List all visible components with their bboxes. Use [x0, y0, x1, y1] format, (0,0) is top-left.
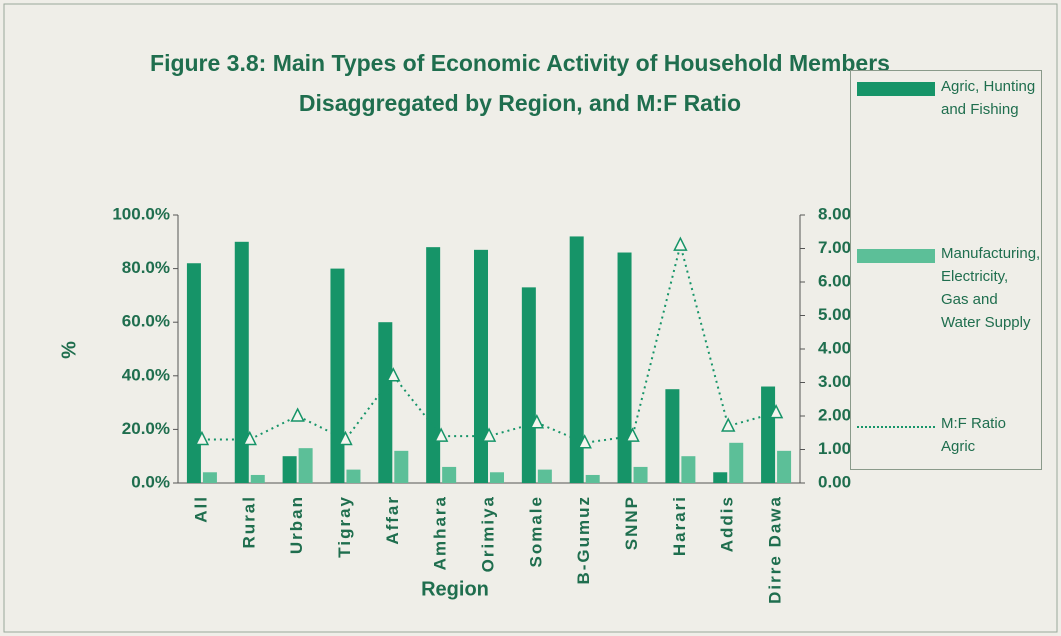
y2-tick-label: 3.00	[818, 372, 851, 391]
y-tick-label: 0.0%	[131, 472, 170, 491]
bar	[346, 469, 361, 483]
legend: Agric, Hunting and Fishing Manufacturing,…	[850, 70, 1042, 470]
bar	[394, 450, 409, 483]
x-axis-label: Region	[421, 578, 489, 600]
x-tick-label: Orimiya	[478, 495, 497, 572]
legend-item: Agric, Hunting and Fishing	[857, 78, 1036, 121]
chart-title: Disaggregated by Region, and M:F Ratio	[299, 90, 741, 116]
marker	[194, 430, 210, 446]
x-tick-label: Tigray	[335, 495, 354, 558]
x-tick-label: Harari	[670, 495, 689, 556]
chart-title: Figure 3.8: Main Types of Economic Activ…	[150, 50, 890, 76]
bar	[378, 322, 393, 483]
legend-label: Manufacturing, Electricity, Gas and Wate…	[941, 245, 1041, 331]
legend-swatch	[857, 82, 935, 96]
bar	[585, 474, 600, 483]
marker	[577, 434, 592, 449]
bar	[186, 263, 201, 483]
legend-swatch	[857, 426, 935, 428]
y2-tick-label: 5.00	[818, 305, 851, 324]
bar	[298, 448, 313, 483]
bar	[537, 469, 552, 483]
marker	[768, 403, 784, 419]
y2-tick-label: 7.00	[818, 238, 851, 257]
y-tick-label: 80.0%	[122, 258, 170, 277]
bar	[713, 472, 728, 483]
marker	[673, 236, 688, 251]
legend-item: Manufacturing, Electricity, Gas and Wate…	[857, 245, 1040, 334]
marker	[338, 430, 353, 446]
bar	[633, 466, 648, 483]
x-tick-label: Urban	[287, 495, 306, 554]
frame	[3, 3, 1058, 633]
bar	[250, 474, 265, 483]
bar	[761, 386, 776, 483]
legend-item: M:F Ratio Agric	[857, 415, 1036, 458]
bar	[442, 466, 457, 483]
x-tick-label: All	[191, 495, 210, 523]
marker	[386, 367, 401, 382]
bar	[426, 247, 441, 483]
bar	[617, 252, 632, 483]
y-tick-label: 40.0%	[122, 365, 170, 384]
x-tick-label: Addis	[718, 495, 737, 552]
marker	[242, 430, 257, 446]
bar	[569, 236, 584, 483]
y-tick-label: 20.0%	[122, 419, 170, 438]
legend-label: Agric, Hunting and Fishing	[941, 78, 1036, 118]
x-tick-label: Amhara	[431, 495, 450, 570]
bar	[729, 442, 744, 483]
bar	[490, 472, 504, 483]
bar	[665, 389, 680, 483]
y-tick-label: 100.0%	[112, 204, 170, 223]
x-tick-label: Dirre Dawa	[766, 495, 785, 604]
bar	[282, 456, 297, 483]
marker	[529, 414, 545, 429]
marker	[625, 427, 640, 442]
x-tick-label: Somale	[526, 495, 545, 567]
y2-tick-label: 8.00	[818, 204, 851, 223]
bar	[202, 472, 217, 483]
bar	[777, 450, 792, 483]
line	[201, 244, 777, 444]
y-tick-label: 60.0%	[122, 312, 170, 331]
bar	[521, 287, 536, 483]
y2-tick-label: 0.00	[818, 472, 851, 491]
y-axis-label: %	[58, 341, 80, 359]
bar	[681, 456, 696, 483]
x-tick-label: B-Gumuz	[574, 495, 593, 585]
bar	[474, 249, 488, 483]
y2-tick-label: 1.00	[818, 439, 851, 458]
marker	[433, 427, 449, 442]
legend-swatch	[857, 249, 935, 263]
y2-tick-label: 4.00	[818, 338, 851, 357]
bar	[234, 241, 249, 483]
x-tick-label: Rural	[239, 495, 258, 548]
marker	[481, 427, 497, 442]
marker	[290, 407, 305, 422]
y2-tick-label: 6.00	[818, 271, 851, 290]
x-tick-label: SNNP	[622, 495, 641, 550]
y2-tick-label: 2.00	[818, 405, 851, 424]
legend-label: M:F Ratio Agric	[941, 415, 1007, 455]
bar	[330, 268, 345, 483]
x-tick-label: Affar	[383, 495, 402, 545]
marker	[721, 417, 736, 432]
